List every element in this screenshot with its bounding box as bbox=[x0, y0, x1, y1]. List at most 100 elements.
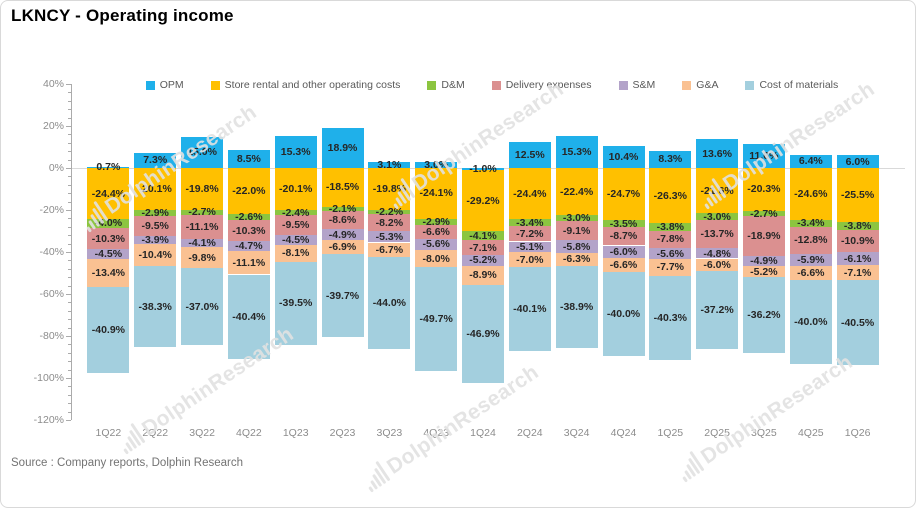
bar-segment-2q25-cost-of-materials bbox=[696, 271, 739, 350]
value-label: -20.1% bbox=[138, 183, 172, 196]
value-label: -5.3% bbox=[375, 231, 404, 243]
value-label: -24.4% bbox=[91, 187, 126, 200]
bar-segment-2q23-opm bbox=[321, 128, 364, 168]
y-axis-label: 0% bbox=[48, 162, 64, 174]
bar-segment-1q24-s-m bbox=[462, 254, 504, 266]
value-label: -11.1% bbox=[185, 220, 219, 233]
bar-segment-2q23-s-m bbox=[321, 229, 364, 240]
value-label: 12.5% bbox=[514, 148, 545, 161]
value-label: -37.2% bbox=[700, 304, 734, 317]
bar-segment-3q25-opm bbox=[742, 143, 785, 168]
bar-segment-1q22-opm bbox=[87, 166, 130, 168]
bar-segment-3q22-store-rental-and-other-operating-costs bbox=[181, 168, 224, 210]
value-label: -3.0% bbox=[703, 210, 731, 223]
x-axis-label: 3Q24 bbox=[563, 427, 590, 439]
y-axis-major-tick bbox=[66, 336, 71, 337]
value-label: -8.0% bbox=[422, 252, 450, 265]
y-axis-major-tick bbox=[66, 126, 71, 127]
value-label: -3.5% bbox=[609, 217, 638, 230]
y-axis-minor-tick bbox=[68, 260, 71, 262]
bar-segment-2q24-store-rental-and-other-operating-costs bbox=[508, 168, 551, 220]
value-label: 6.4% bbox=[798, 155, 823, 168]
value-label: -22.4% bbox=[559, 185, 594, 198]
value-label: -6.1% bbox=[843, 252, 872, 265]
bar-segment-1q26-d-m bbox=[836, 221, 879, 230]
value-label: -7.2% bbox=[516, 227, 544, 240]
legend-label: Delivery expenses bbox=[505, 79, 592, 91]
bar-segment-2q23-store-rental-and-other-operating-costs bbox=[321, 168, 364, 207]
legend-swatch-icon bbox=[210, 80, 220, 90]
bar-segment-1q24-g-a bbox=[462, 265, 504, 285]
value-label: -18.9% bbox=[747, 230, 781, 243]
value-label: -5.6% bbox=[422, 238, 450, 251]
x-axis-label: 2Q23 bbox=[329, 427, 356, 439]
value-label: -22.0% bbox=[232, 185, 266, 198]
value-label: -6.6% bbox=[422, 225, 450, 238]
y-axis-minor-tick bbox=[68, 235, 71, 237]
bar-segment-2q24-opm bbox=[508, 141, 551, 169]
value-label: -5.8% bbox=[562, 240, 591, 253]
bar-segment-3q22-cost-of-materials bbox=[181, 267, 224, 346]
value-label: 15.0% bbox=[187, 146, 217, 159]
bar-segment-4q23-store-rental-and-other-operating-costs bbox=[415, 168, 458, 219]
y-axis-major-tick bbox=[66, 210, 71, 211]
value-label: -5.9% bbox=[797, 253, 825, 266]
value-label: 6.0% bbox=[845, 155, 870, 168]
legend-swatch-icon bbox=[145, 80, 155, 90]
value-label: -3.4% bbox=[797, 217, 825, 230]
value-label: -9.5% bbox=[141, 220, 169, 233]
value-label: -37.0% bbox=[185, 300, 219, 313]
bar-segment-3q24-store-rental-and-other-operating-costs bbox=[555, 168, 598, 215]
y-axis-major-tick bbox=[66, 84, 71, 85]
bar-segment-4q22-delivery-expenses bbox=[227, 219, 270, 242]
value-label: -7.8% bbox=[656, 233, 685, 246]
value-label: -2.6% bbox=[235, 210, 263, 223]
value-label: -49.7% bbox=[419, 313, 453, 326]
y-axis-minor-tick bbox=[68, 386, 71, 388]
bar-segment-4q25-opm bbox=[789, 154, 832, 168]
bar-segment-3q23-s-m bbox=[368, 231, 411, 243]
value-label: -8.9% bbox=[469, 269, 497, 282]
bar-segment-3q23-g-a bbox=[368, 242, 411, 257]
value-label: -3.8% bbox=[656, 221, 685, 234]
value-label: 7.3% bbox=[143, 154, 168, 167]
value-label: 15.3% bbox=[280, 145, 311, 158]
y-axis-minor-tick bbox=[68, 369, 71, 371]
value-label: 8.5% bbox=[236, 153, 261, 166]
plot-area: 40% 20% 0% -20% -40% -60% -80% -100% -120% 0.7% -2… bbox=[34, 78, 905, 439]
x-axis-label: 4Q23 bbox=[423, 427, 450, 439]
value-label: -2.9% bbox=[422, 215, 450, 228]
bar-segment-3q22-s-m bbox=[181, 238, 224, 248]
value-label: -3.4% bbox=[516, 216, 544, 229]
bar-segment-4q24-cost-of-materials bbox=[602, 271, 645, 356]
x-axis-label: 3Q23 bbox=[376, 427, 403, 439]
value-label: -29.2% bbox=[466, 194, 500, 207]
bar-segment-3q22-g-a bbox=[181, 247, 224, 268]
value-label: -6.6% bbox=[797, 267, 825, 279]
bar-segment-1q24-store-rental-and-other-operating-costs bbox=[462, 170, 504, 232]
value-label: -13.7% bbox=[700, 228, 734, 240]
bar-segment-1q25-d-m bbox=[649, 223, 692, 232]
value-label: -4.0% bbox=[94, 217, 123, 230]
value-label: -20.1% bbox=[279, 183, 313, 196]
legend-item-s-m: S&M bbox=[618, 79, 655, 91]
x-axis-label: 2Q24 bbox=[516, 427, 543, 439]
bar-segment-1q26-s-m bbox=[836, 252, 879, 266]
value-label: -7.7% bbox=[656, 261, 685, 274]
bar-segment-1q25-delivery-expenses bbox=[649, 231, 692, 248]
bar-segment-4q24-opm bbox=[602, 146, 645, 168]
y-axis-minor-tick bbox=[68, 176, 71, 178]
legend-label: Store rental and other operating costs bbox=[224, 79, 401, 91]
value-label: -9.1% bbox=[562, 224, 591, 237]
y-axis-minor-tick bbox=[68, 184, 71, 186]
bar-segment-1q25-store-rental-and-other-operating-costs bbox=[649, 168, 692, 224]
bar-segment-4q25-g-a bbox=[789, 266, 832, 280]
value-label: -7.1% bbox=[469, 241, 497, 254]
page-title: LKNCY - Operating income bbox=[11, 6, 234, 25]
bar-segment-4q22-g-a bbox=[227, 251, 270, 275]
value-label: -2.7% bbox=[188, 206, 216, 219]
value-label: -13.4% bbox=[91, 266, 126, 279]
value-label: -9.8% bbox=[188, 251, 216, 264]
legend-item-delivery-expenses: Delivery expenses bbox=[491, 79, 592, 91]
y-axis-minor-tick bbox=[68, 327, 71, 329]
